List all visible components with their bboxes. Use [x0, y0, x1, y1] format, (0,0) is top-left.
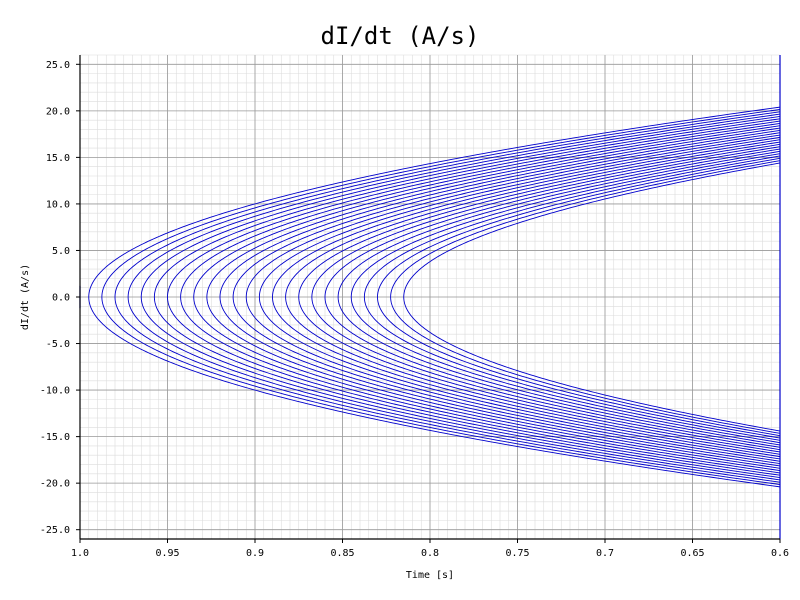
x-tick-label: 0.8 — [421, 548, 439, 559]
x-tick-labels: 1.0 0.95 0.9 0.85 0.8 0.75 0.7 0.65 0.6 — [71, 548, 789, 559]
x-tick-label: 0.95 — [155, 548, 179, 559]
x-tick-label: 0.85 — [330, 548, 354, 559]
y-tick-label: -15.0 — [40, 432, 70, 443]
y-axis-label: dI/dt (A/s) — [20, 264, 31, 330]
series-line — [245, 134, 781, 460]
series-line — [377, 157, 781, 437]
series-line — [153, 118, 781, 476]
x-tick-label: 0.65 — [680, 548, 704, 559]
series-line — [167, 120, 781, 474]
y-tick-label: 25.0 — [46, 60, 70, 71]
y-tick-label: -25.0 — [40, 525, 70, 536]
series-line — [114, 111, 781, 483]
y-tick-label: 10.0 — [46, 199, 70, 210]
y-tick-label: 20.0 — [46, 106, 70, 117]
x-tick-label: 0.9 — [246, 548, 264, 559]
x-tick-label: 0.7 — [596, 548, 614, 559]
series-line — [258, 136, 781, 458]
y-tick-label: 5.0 — [52, 246, 70, 257]
x-tick-label: 1.0 — [71, 548, 89, 559]
series-line — [101, 109, 781, 485]
series-line — [324, 148, 781, 446]
series-line — [350, 153, 781, 441]
data-curves — [79, 55, 781, 539]
series-line — [272, 139, 781, 455]
x-tick-label: 0.75 — [505, 548, 529, 559]
x-axis-label: Time [s] — [406, 570, 454, 581]
series-line — [206, 127, 781, 467]
series-line — [140, 115, 781, 479]
x-tick-label: 0.6 — [771, 548, 789, 559]
y-tick-label: -20.0 — [40, 479, 70, 490]
y-tick-labels: 25.0 20.0 15.0 10.0 5.0 0.0 -5.0 -10.0 -15.0 -20.… — [40, 60, 70, 536]
y-tick-label: 0.0 — [52, 293, 70, 304]
y-tick-label: -10.0 — [40, 386, 70, 397]
axes — [76, 55, 781, 543]
chart-title: dI/dt (A/s) — [321, 22, 480, 50]
y-tick-label: 15.0 — [46, 153, 70, 164]
series-line — [298, 143, 781, 451]
series-line — [403, 162, 781, 432]
series-line — [337, 150, 781, 444]
series-line — [390, 160, 781, 434]
series-line — [193, 125, 781, 469]
series-line — [232, 132, 781, 462]
series-line — [363, 155, 781, 439]
y-tick-label: -5.0 — [46, 339, 70, 350]
series-line — [180, 122, 781, 472]
series-line — [311, 146, 781, 448]
series-line — [127, 113, 781, 481]
series-line — [88, 106, 781, 488]
series-line — [219, 129, 781, 465]
series-line — [285, 141, 781, 453]
